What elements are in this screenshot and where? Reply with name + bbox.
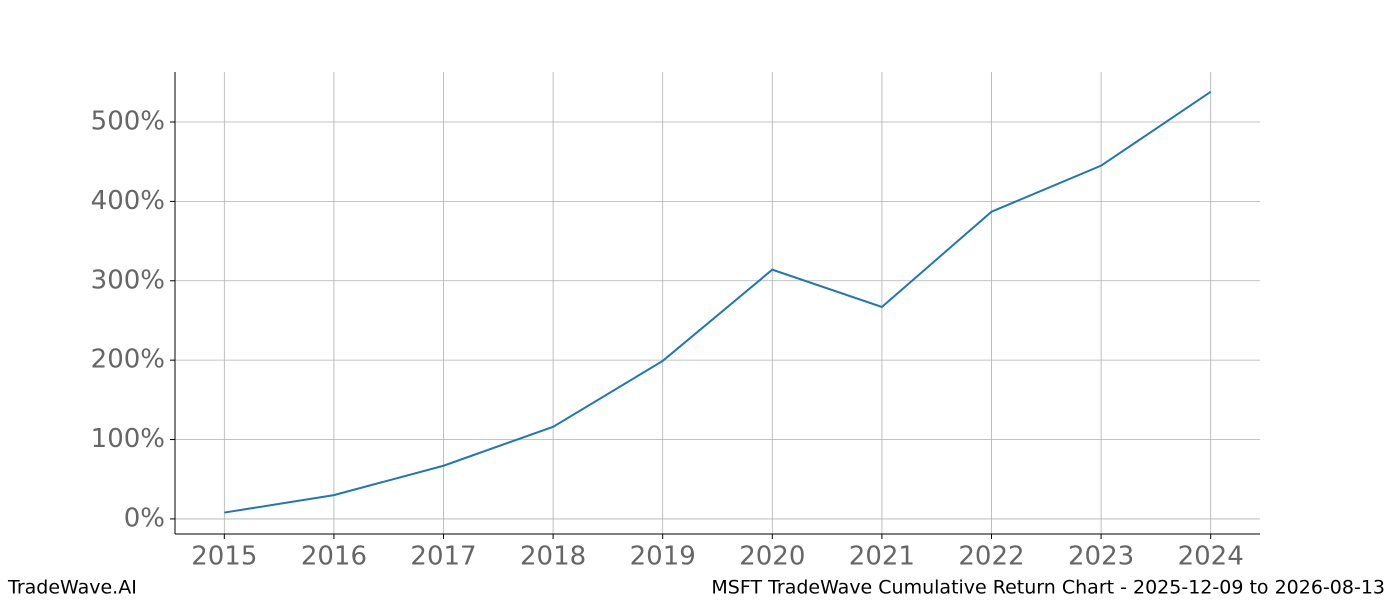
x-tick-label: 2023: [1068, 542, 1134, 572]
line: [224, 91, 1212, 514]
y-tick-label: 100%: [91, 424, 165, 454]
source-label: TradeWave.AI: [7, 577, 137, 599]
y-tick-label: 500%: [91, 107, 165, 137]
y-tick-label: 300%: [91, 265, 165, 295]
chart-title: MSFT TradeWave Cumulative Return Chart -…: [711, 577, 1385, 599]
x-tick-label: 2016: [301, 542, 367, 572]
x-tick-label: 2015: [191, 542, 257, 572]
x-tick-label: 2019: [630, 542, 696, 572]
x-tick-label: 2021: [849, 542, 915, 572]
x-tick-label: 2022: [958, 542, 1024, 572]
x-tick-label: 2024: [1178, 542, 1244, 572]
y-tick-label: 200%: [91, 345, 165, 375]
x-tick-label: 2020: [739, 542, 805, 572]
x-tick-label: 2017: [410, 542, 476, 572]
x-tick-label: 2018: [520, 542, 586, 572]
y-tick-label: 0%: [124, 503, 165, 533]
y-tick-label: 400%: [91, 186, 165, 216]
